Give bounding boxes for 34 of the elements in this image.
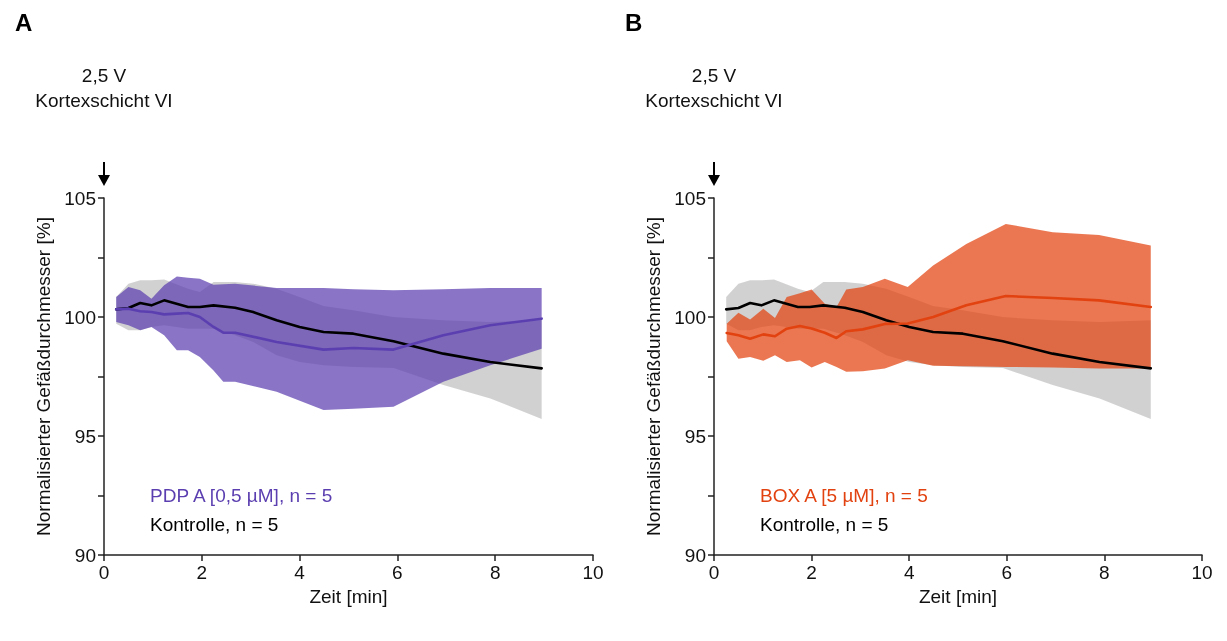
text: 2,5 V — [691, 65, 737, 86]
x-tick-label: 8 — [489, 562, 501, 583]
text: 2,5 V — [81, 65, 127, 86]
chart-title: A — [15, 8, 33, 36]
y-tick-label: 100 — [674, 306, 706, 328]
text: Kontrolle, n = 5 — [760, 514, 889, 535]
x-tick-label: 10 — [1191, 562, 1213, 583]
y-tick-label: 100 — [64, 306, 96, 328]
y-tick-label: 95 — [74, 425, 96, 447]
y-axis-title: Normalisierter Gefäßdurchmesser [%] — [643, 217, 665, 536]
x-tick-label: 4 — [903, 562, 915, 583]
x-axis-title: Zeit [min] — [918, 586, 998, 607]
chart-title: B — [625, 8, 643, 36]
y-tick-label: 105 — [674, 187, 706, 209]
text: BOX A [5 µM], n = 5 — [760, 485, 928, 506]
x-axis-title: Zeit [min] — [309, 586, 388, 607]
text: Kontrolle, n = 5 — [150, 514, 279, 535]
text: Kortexschicht VI — [645, 90, 783, 111]
x-tick-label: 6 — [1001, 562, 1013, 583]
x-tick-label: 10 — [582, 562, 604, 583]
text: Kortexschicht VI — [35, 90, 173, 111]
x-tick-label: 4 — [294, 562, 306, 583]
text: PDP A [0,5 µM], n = 5 — [150, 485, 333, 506]
x-tick-label: 2 — [196, 562, 208, 583]
x-tick-label: 2 — [806, 562, 817, 583]
x-tick-label: 0 — [708, 562, 720, 583]
x-tick-label: 6 — [392, 562, 403, 583]
y-tick-label: 90 — [684, 544, 706, 566]
x-tick-label: 8 — [1099, 562, 1110, 583]
x-tick-label: 0 — [98, 562, 110, 583]
y-tick-label: 105 — [64, 187, 96, 209]
y-tick-label: 90 — [74, 544, 96, 566]
y-axis-title: Normalisierter Gefäßdurchmesser [%] — [33, 217, 55, 536]
y-tick-label: 95 — [684, 425, 706, 447]
